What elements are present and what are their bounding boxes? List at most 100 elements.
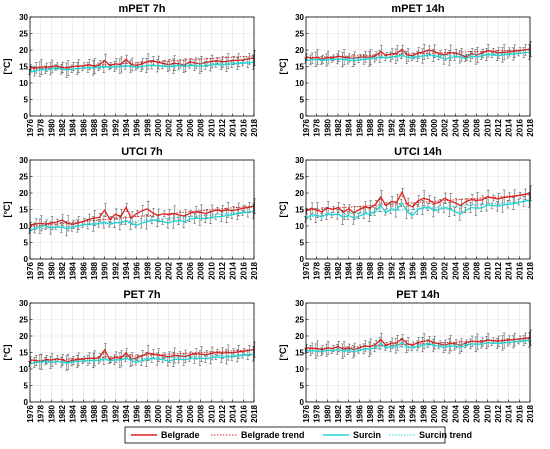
x-tick-label: 2000 bbox=[154, 118, 163, 136]
x-tick-label: 2006 bbox=[186, 118, 195, 136]
x-tick-label: 2002 bbox=[441, 118, 450, 136]
x-tick-label: 1978 bbox=[313, 261, 322, 279]
legend-label: Belgrade trend bbox=[241, 430, 305, 440]
x-tick-label: 2008 bbox=[473, 118, 482, 136]
x-tick-label: 1994 bbox=[398, 118, 407, 136]
x-tick-label: 2012 bbox=[218, 261, 227, 279]
y-tick-label: 20 bbox=[295, 46, 304, 55]
x-tick-label: 2016 bbox=[239, 118, 248, 136]
y-tick-label: 0 bbox=[300, 398, 305, 407]
x-tick-label: 1986 bbox=[79, 404, 88, 422]
x-tick-label: 1976 bbox=[302, 261, 311, 279]
trend-line bbox=[29, 205, 255, 227]
y-axis-label: [°C] bbox=[278, 201, 288, 217]
trend-line bbox=[305, 49, 531, 59]
x-tick-label: 1992 bbox=[111, 261, 120, 279]
x-tick-label: 2014 bbox=[229, 261, 238, 279]
x-tick-label: 2014 bbox=[505, 404, 514, 422]
trend-line bbox=[29, 353, 255, 364]
x-tick-label: 2016 bbox=[515, 261, 524, 279]
x-tick-label: 1996 bbox=[409, 261, 418, 279]
trend-line bbox=[29, 55, 255, 70]
chart-panel: 0 5 10 15 20 25 30 1976 1978 1980 1982 1984 1986 1988… bbox=[278, 289, 535, 423]
x-tick-label: 2004 bbox=[451, 404, 460, 422]
x-tick-label: 2000 bbox=[430, 118, 439, 136]
x-tick-label: 2008 bbox=[473, 404, 482, 422]
x-tick-label: 2010 bbox=[483, 404, 492, 422]
y-tick-label: 5 bbox=[300, 382, 305, 391]
y-axis-label: [°C] bbox=[2, 201, 12, 217]
x-tick-label: 1996 bbox=[409, 118, 418, 136]
x-tick-label: 2012 bbox=[218, 404, 227, 422]
y-tick-label: 15 bbox=[295, 63, 304, 72]
x-tick-label: 2000 bbox=[154, 261, 163, 279]
chart-title: mPET 7h bbox=[118, 3, 165, 15]
x-tick-label: 2018 bbox=[526, 404, 535, 422]
x-tick-label: 1990 bbox=[377, 118, 386, 136]
y-tick-label: 25 bbox=[295, 316, 304, 325]
y-tick-label: 10 bbox=[295, 365, 304, 374]
x-tick-label: 1994 bbox=[122, 118, 131, 136]
y-tick-label: 15 bbox=[19, 63, 28, 72]
x-tick-label: 1982 bbox=[58, 261, 67, 279]
y-tick-label: 10 bbox=[19, 222, 28, 231]
x-tick-label: 2018 bbox=[250, 261, 259, 279]
x-tick-label: 1988 bbox=[90, 261, 99, 279]
x-tick-label: 1976 bbox=[26, 261, 35, 279]
x-tick-label: 2018 bbox=[250, 118, 259, 136]
x-tick-label: 1986 bbox=[355, 118, 364, 136]
y-tick-label: 30 bbox=[295, 13, 304, 22]
x-tick-label: 2018 bbox=[526, 261, 535, 279]
legend-box bbox=[124, 426, 446, 444]
x-tick-label: 1998 bbox=[419, 261, 428, 279]
chart-title: mPET 14h bbox=[391, 3, 444, 15]
trend-line bbox=[305, 340, 531, 353]
y-tick-label: 25 bbox=[295, 173, 304, 182]
chart-panel: 0 5 10 15 20 25 30 1976 1978 1980 1982 1984 1986 1988… bbox=[278, 3, 535, 137]
y-tick-label: 10 bbox=[295, 79, 304, 88]
x-tick-label: 1984 bbox=[345, 404, 354, 422]
x-tick-label: 2014 bbox=[505, 118, 514, 136]
x-tick-label: 2014 bbox=[229, 404, 238, 422]
x-tick-label: 1994 bbox=[122, 404, 131, 422]
x-tick-label: 2016 bbox=[515, 404, 524, 422]
x-tick-label: 2006 bbox=[462, 404, 471, 422]
x-tick-label: 1976 bbox=[302, 404, 311, 422]
x-tick-label: 1982 bbox=[334, 118, 343, 136]
chart-panel: 0 5 10 15 20 25 30 1976 1978 1980 1982 1984 1986 1988… bbox=[278, 146, 535, 280]
x-tick-label: 2016 bbox=[239, 404, 248, 422]
x-tick-label: 2014 bbox=[229, 118, 238, 136]
trend-line bbox=[29, 349, 255, 362]
y-tick-label: 15 bbox=[19, 349, 28, 358]
chart-panel: 0 5 10 15 20 25 30 1976 1978 1980 1982 1984 1986 1988… bbox=[2, 289, 259, 423]
x-tick-label: 1990 bbox=[377, 261, 386, 279]
x-tick-label: 1982 bbox=[58, 404, 67, 422]
y-tick-label: 20 bbox=[19, 189, 28, 198]
x-tick-label: 2002 bbox=[165, 261, 174, 279]
y-axis-label: [°C] bbox=[2, 344, 12, 360]
x-tick-label: 1992 bbox=[111, 118, 120, 136]
y-tick-label: 15 bbox=[295, 349, 304, 358]
x-tick-label: 1994 bbox=[122, 261, 131, 279]
y-tick-label: 20 bbox=[19, 332, 28, 341]
series-line-surcin bbox=[29, 210, 255, 232]
x-tick-label: 1998 bbox=[143, 404, 152, 422]
x-tick-label: 1976 bbox=[26, 118, 35, 136]
x-tick-label: 1998 bbox=[143, 261, 152, 279]
x-tick-label: 2006 bbox=[186, 404, 195, 422]
y-tick-label: 10 bbox=[295, 222, 304, 231]
x-tick-label: 2008 bbox=[197, 118, 206, 136]
x-tick-label: 2000 bbox=[430, 261, 439, 279]
x-tick-label: 2004 bbox=[451, 261, 460, 279]
x-tick-label: 2014 bbox=[505, 261, 514, 279]
chart-panel: 0 5 10 15 20 25 30 1976 1978 1980 1982 1984 1986 1988… bbox=[2, 146, 259, 280]
y-tick-label: 20 bbox=[19, 46, 28, 55]
x-tick-label: 2000 bbox=[430, 404, 439, 422]
x-tick-label: 1980 bbox=[323, 118, 332, 136]
y-tick-label: 25 bbox=[19, 173, 28, 182]
x-tick-label: 2018 bbox=[250, 404, 259, 422]
y-axis-label: [°C] bbox=[278, 344, 288, 360]
x-tick-label: 1980 bbox=[47, 118, 56, 136]
x-tick-label: 1994 bbox=[398, 261, 407, 279]
x-tick-label: 2010 bbox=[483, 118, 492, 136]
